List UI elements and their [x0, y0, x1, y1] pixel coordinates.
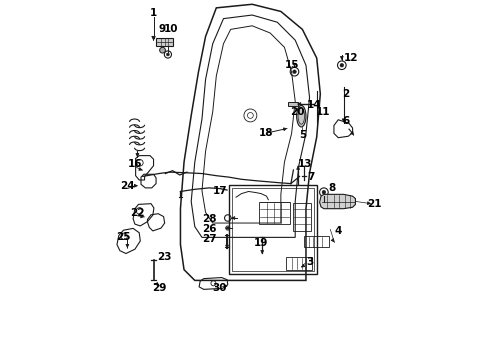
Text: 20: 20 — [291, 107, 305, 117]
Text: 6: 6 — [343, 116, 350, 126]
Text: 26: 26 — [202, 224, 217, 234]
Text: 23: 23 — [157, 252, 171, 262]
Text: 16: 16 — [128, 159, 142, 169]
Text: 22: 22 — [130, 208, 145, 218]
Text: 28: 28 — [202, 215, 217, 224]
Text: 30: 30 — [213, 283, 227, 293]
Circle shape — [167, 53, 170, 56]
Text: 1: 1 — [150, 8, 157, 18]
FancyBboxPatch shape — [156, 38, 173, 45]
Text: 7: 7 — [308, 172, 315, 182]
Text: 8: 8 — [328, 183, 336, 193]
Text: 5: 5 — [299, 130, 306, 140]
Circle shape — [225, 226, 230, 230]
Ellipse shape — [296, 105, 306, 127]
Circle shape — [160, 47, 166, 53]
Text: 15: 15 — [284, 60, 299, 70]
Text: 29: 29 — [152, 283, 167, 293]
Text: 12: 12 — [343, 53, 358, 63]
Text: 2: 2 — [343, 89, 350, 99]
Text: 10: 10 — [164, 24, 178, 35]
Text: 18: 18 — [259, 129, 274, 138]
Text: 17: 17 — [213, 186, 227, 197]
Polygon shape — [319, 194, 355, 209]
Text: 27: 27 — [202, 234, 217, 244]
Text: 25: 25 — [116, 232, 130, 242]
Circle shape — [322, 190, 326, 194]
Text: 13: 13 — [298, 159, 313, 169]
Text: 21: 21 — [368, 199, 382, 210]
Text: 9: 9 — [159, 24, 166, 35]
Circle shape — [293, 70, 296, 73]
Text: 14: 14 — [307, 100, 321, 110]
Text: 4: 4 — [335, 226, 342, 236]
Text: 19: 19 — [254, 238, 269, 248]
Circle shape — [340, 63, 343, 67]
Text: 11: 11 — [316, 107, 330, 117]
Text: 3: 3 — [306, 257, 313, 267]
Text: 24: 24 — [120, 181, 135, 192]
FancyBboxPatch shape — [288, 102, 298, 106]
